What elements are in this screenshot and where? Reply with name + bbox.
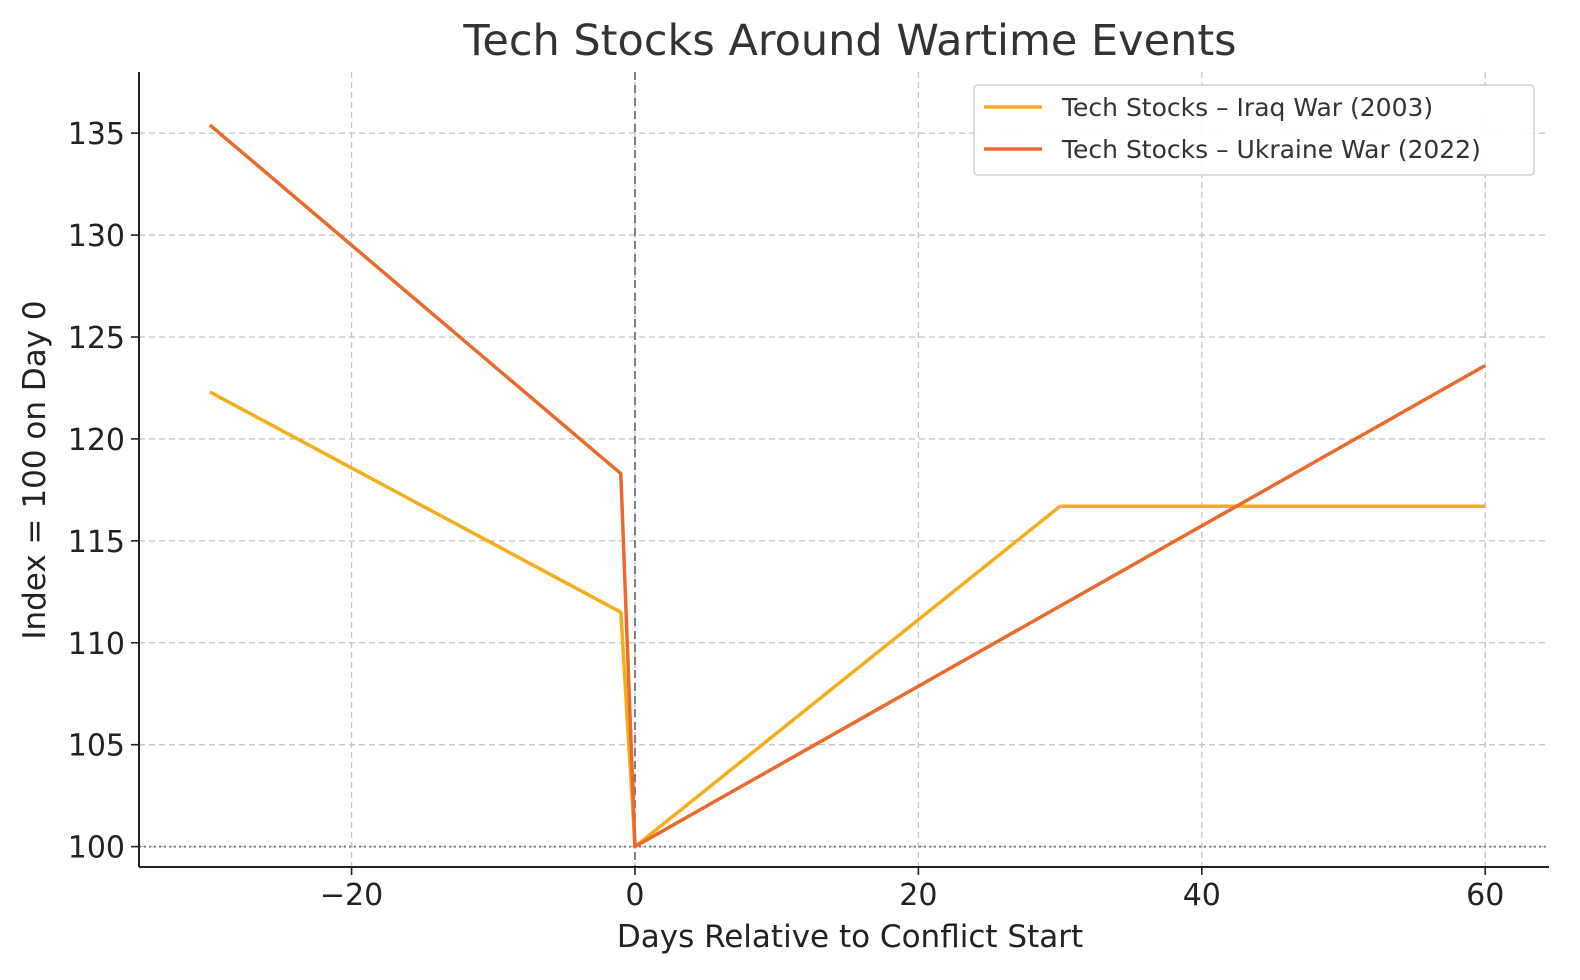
y-tick-label: 105 (68, 729, 125, 764)
legend-box (973, 84, 1535, 176)
axes (138, 72, 1549, 868)
chart-title: Tech Stocks Around Wartime Events (462, 16, 1236, 66)
legend: Tech Stocks – Iraq War (2003) Tech Stocks… (973, 84, 1535, 176)
x-axis-label: Days Relative to Conflict Start (617, 919, 1083, 955)
y-tick-label: 130 (68, 219, 125, 254)
y-tick-label: 125 (68, 321, 125, 356)
y-tick-label: 135 (68, 117, 125, 152)
reference-lines (139, 72, 1549, 867)
grid (139, 72, 1549, 867)
x-tick-label: 40 (1183, 878, 1221, 913)
series-line-2 (208, 123, 1487, 849)
series-lines (208, 123, 1487, 849)
y-tick-label: 110 (68, 627, 125, 662)
ticks: −20 0 20 40 60 100 105 110 115 120 125 130 135 (68, 117, 1505, 913)
y-tick-label: 100 (68, 831, 125, 866)
legend-label: Tech Stocks – Iraq War (2003) (1061, 93, 1433, 122)
y-tick-label: 120 (68, 423, 125, 458)
y-axis-label: Index = 100 on Day 0 (17, 300, 53, 639)
x-tick-label: 60 (1466, 878, 1504, 913)
x-tick-label: 20 (899, 878, 937, 913)
series-line-1 (209, 390, 1486, 849)
legend-label: Tech Stocks – Ukraine War (2022) (1061, 135, 1481, 164)
x-tick-label: 0 (625, 878, 644, 913)
x-tick-label: −20 (320, 878, 383, 913)
y-tick-label: 115 (68, 525, 125, 560)
